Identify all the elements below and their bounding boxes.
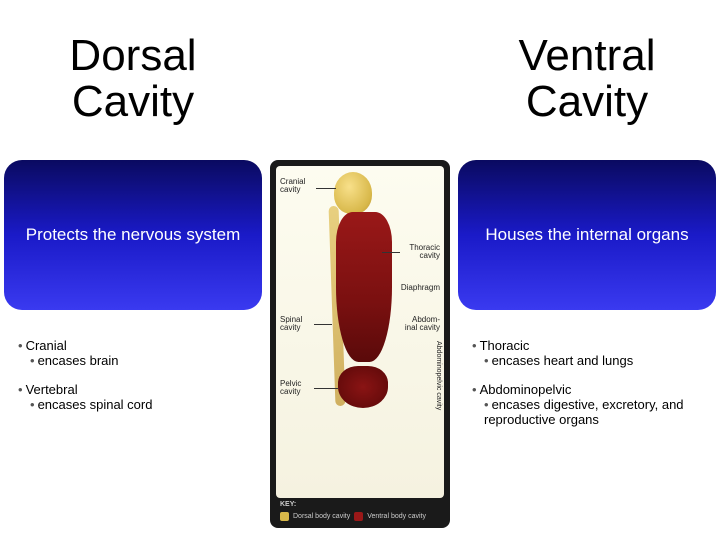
dorsal-title-panel: Dorsal Cavity <box>4 4 262 154</box>
key-title: KEY: <box>280 501 296 508</box>
dorsal-subtitle: Protects the nervous system <box>26 224 240 245</box>
label-pelvic: Pelvic cavity <box>280 380 316 396</box>
dorsal-column: Dorsal Cavity Protects the nervous syste… <box>4 4 262 536</box>
leader-line <box>314 388 338 389</box>
diagram-key-items: Dorsal body cavity Ventral body cavity <box>276 509 444 522</box>
label-abdominopelvic: Abdominopelvic cavity <box>430 341 442 431</box>
dorsal-subtitle-panel: Protects the nervous system <box>4 160 262 310</box>
skull-shape <box>334 172 372 214</box>
bullet-head: Thoracic <box>480 338 530 353</box>
pelvis-shape <box>338 366 388 408</box>
bullet-head: Vertebral <box>26 382 78 397</box>
diagram-key: KEY: <box>276 498 444 509</box>
label-cranial: Cranial cavity <box>280 178 320 194</box>
ventral-bullet-1: •Abdominopelvic •encases digestive, excr… <box>472 382 702 427</box>
diagram-column: Cranial cavity Thoracic cavity Diaphragm… <box>270 4 450 536</box>
bullet-sub: encases spinal cord <box>38 397 153 412</box>
bullet-sub: encases digestive, excretory, and reprod… <box>484 397 684 427</box>
ventral-title: Ventral Cavity <box>472 33 702 125</box>
dorsal-bullets-panel: •Cranial •encases brain •Vertebral •enca… <box>4 316 262 531</box>
bullet-head: Cranial <box>26 338 67 353</box>
ventral-bullet-0: •Thoracic •encases heart and lungs <box>472 338 702 368</box>
ventral-title-panel: Ventral Cavity <box>458 4 716 154</box>
anatomy-diagram: Cranial cavity Thoracic cavity Diaphragm… <box>276 166 444 498</box>
key-dorsal-label: Dorsal body cavity <box>293 513 350 520</box>
bullet-sub: encases brain <box>38 353 119 368</box>
leader-line <box>314 324 332 325</box>
key-swatch-dorsal <box>280 512 289 521</box>
label-spinal: Spinal cavity <box>280 316 316 332</box>
bullet-sub: encases heart and lungs <box>492 353 634 368</box>
key-ventral-label: Ventral body cavity <box>367 513 426 520</box>
bullet-head: Abdominopelvic <box>480 382 572 397</box>
dorsal-bullet-1: •Vertebral •encases spinal cord <box>18 382 248 412</box>
dorsal-bullet-0: •Cranial •encases brain <box>18 338 248 368</box>
label-thoracic: Thoracic cavity <box>398 244 440 260</box>
ventral-column: Ventral Cavity Houses the internal organ… <box>458 4 716 536</box>
torso-shape <box>336 212 392 362</box>
label-abdominal: Abdom-inal cavity <box>400 316 440 332</box>
leader-line <box>382 252 400 253</box>
ventral-bullets-panel: •Thoracic •encases heart and lungs •Abdo… <box>458 316 716 531</box>
label-diaphragm: Diaphragm <box>390 284 440 292</box>
anatomy-diagram-frame: Cranial cavity Thoracic cavity Diaphragm… <box>270 160 450 528</box>
ventral-subtitle-panel: Houses the internal organs <box>458 160 716 310</box>
ventral-subtitle: Houses the internal organs <box>485 224 688 245</box>
key-swatch-ventral <box>354 512 363 521</box>
leader-line <box>316 188 336 189</box>
dorsal-title: Dorsal Cavity <box>18 33 248 125</box>
